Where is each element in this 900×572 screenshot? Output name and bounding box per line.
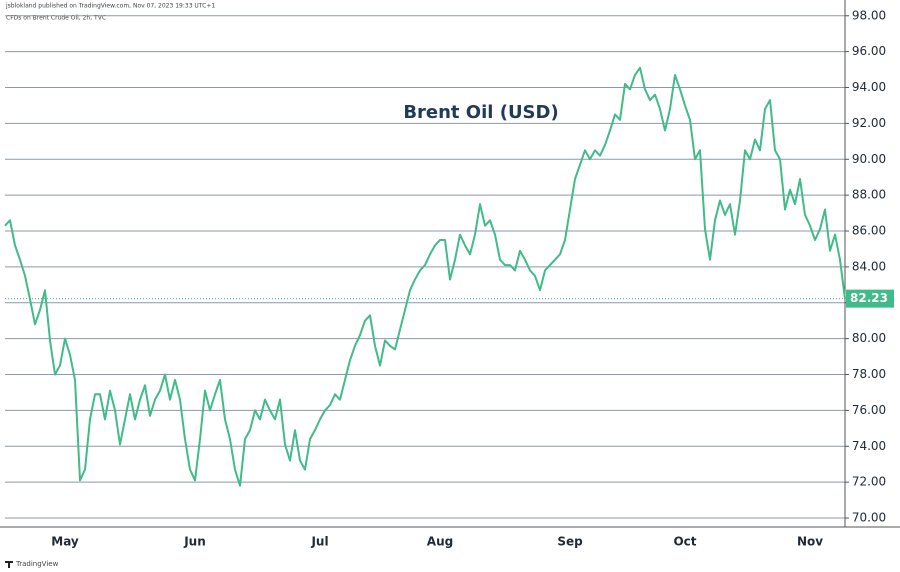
y-tick-label: 90.00: [852, 152, 886, 166]
logo-icon: [5, 561, 13, 568]
y-tick-label: 98.00: [852, 8, 886, 22]
y-tick-label: 78.00: [852, 367, 886, 381]
subtitle: CFDs on Brent Crude Oil, 2h, TVC: [6, 15, 106, 22]
chart-title: Brent Oil (USD): [403, 102, 558, 123]
x-tick-label: Oct: [673, 535, 696, 549]
y-tick-label: 76.00: [852, 403, 886, 417]
last-price-tag: [846, 289, 894, 308]
y-tick-label: 84.00: [852, 259, 886, 273]
footer-logo: TradingView: [15, 560, 59, 568]
y-tick-label: 70.00: [852, 511, 886, 525]
y-tick-label: 74.00: [852, 439, 886, 453]
attribution: jsblokland published on TradingView.com,…: [5, 3, 215, 10]
y-tick-label: 80.00: [852, 331, 886, 345]
x-tick-label: Jun: [183, 535, 206, 549]
y-tick-label: 72.00: [852, 475, 886, 489]
x-tick-label: Aug: [427, 535, 453, 549]
y-tick-label: 86.00: [852, 224, 886, 238]
x-tick-label: Nov: [797, 535, 823, 549]
y-tick-label: 92.00: [852, 116, 886, 130]
price-line: [4, 66, 846, 487]
x-tick-label: Jul: [310, 535, 328, 549]
x-tick-label: Sep: [557, 535, 583, 549]
y-tick-label: 96.00: [852, 44, 886, 58]
y-tick-label: 94.00: [852, 80, 886, 94]
last-price-label: 82.23: [850, 291, 888, 305]
y-tick-label: 88.00: [852, 188, 886, 202]
x-tick-label: May: [51, 535, 79, 549]
